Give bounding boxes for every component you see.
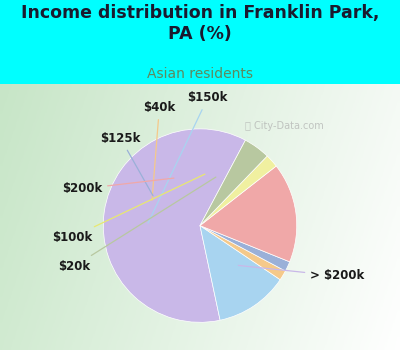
Wedge shape xyxy=(200,156,276,226)
Wedge shape xyxy=(200,140,267,226)
Wedge shape xyxy=(200,226,280,320)
Text: $40k: $40k xyxy=(143,101,176,200)
Text: $125k: $125k xyxy=(100,132,153,196)
Wedge shape xyxy=(200,166,297,262)
Wedge shape xyxy=(200,226,286,280)
Text: $100k: $100k xyxy=(52,174,205,244)
Text: $150k: $150k xyxy=(148,91,228,223)
Text: $20k: $20k xyxy=(58,177,216,273)
Text: Income distribution in Franklin Park,
PA (%): Income distribution in Franklin Park, PA… xyxy=(21,4,379,43)
Wedge shape xyxy=(200,226,290,271)
Text: > $200k: > $200k xyxy=(238,265,364,282)
Wedge shape xyxy=(103,129,246,322)
Text: Asian residents: Asian residents xyxy=(147,67,253,81)
Text: 🔍 City-Data.com: 🔍 City-Data.com xyxy=(244,121,323,131)
Text: $200k: $200k xyxy=(62,178,174,195)
